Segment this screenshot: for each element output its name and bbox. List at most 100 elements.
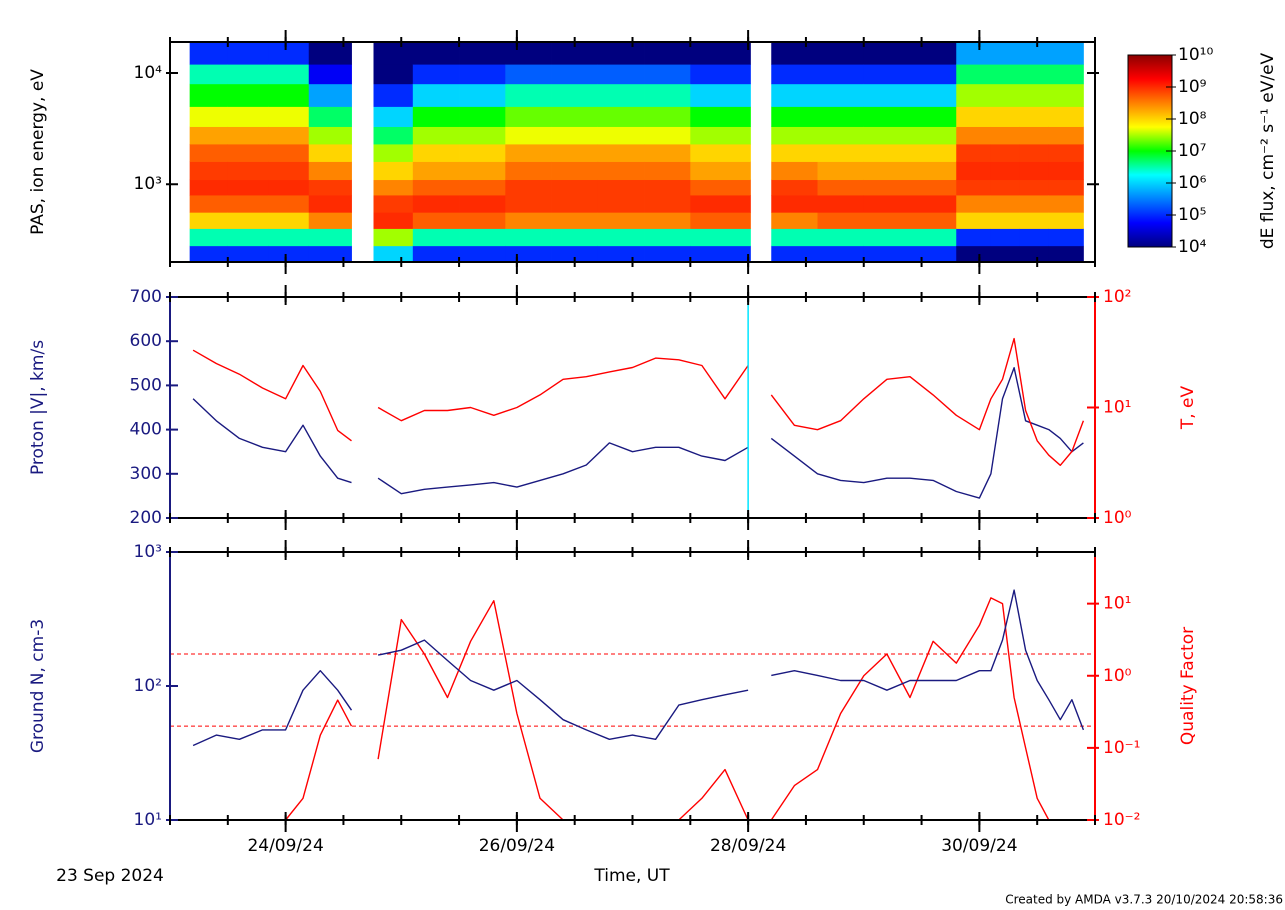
- spectrogram-cell: [956, 106, 992, 127]
- spectrogram-cell: [956, 161, 992, 181]
- spectrogram-cell: [990, 195, 1021, 213]
- spectrogram-cell: [817, 245, 865, 263]
- spectrogram-cell: [459, 42, 506, 65]
- spectrogram-cell: [1019, 195, 1050, 213]
- spectrogram-cell: [597, 64, 645, 85]
- spectrogram-cell: [308, 179, 352, 196]
- spectrogram-cell: [597, 42, 645, 65]
- spectrogram-cell: [412, 245, 460, 263]
- y2-tick-label: 10²: [1103, 287, 1131, 307]
- spectrogram-cell: [373, 106, 414, 127]
- spectrogram-cell: [644, 64, 691, 85]
- spectrogram-cell: [690, 64, 751, 85]
- spectrogram-cell: [1019, 228, 1050, 247]
- spectrogram-cell: [373, 144, 414, 162]
- spectrogram-cell: [373, 245, 414, 263]
- spectrogram-cell: [551, 106, 599, 127]
- spectrogram-cell: [189, 161, 229, 181]
- spectrogram-cell: [956, 179, 992, 196]
- spectrogram-cell: [412, 106, 460, 127]
- spectrogram-cell: [412, 212, 460, 229]
- spectrogram-cell: [189, 195, 229, 213]
- spectrogram-cell: [771, 228, 818, 247]
- spectrogram-cell: [1019, 64, 1050, 85]
- spectrogram-cell: [817, 106, 865, 127]
- spectrogram-cell: [373, 83, 414, 107]
- data-line: [192, 337, 1085, 466]
- spectrogram-cell: [1048, 106, 1084, 127]
- spectrogram-cell: [1019, 106, 1050, 127]
- spectrogram-cell: [644, 161, 691, 181]
- y-tick-label: 500: [130, 375, 162, 395]
- spectrogram-cell: [817, 144, 865, 162]
- spectrogram-cell: [771, 144, 818, 162]
- spectrogram-cell: [459, 161, 506, 181]
- spectrogram-cell: [505, 83, 552, 107]
- spectrogram-cell: [308, 144, 352, 162]
- spectrogram-cell: [412, 179, 460, 196]
- spectrogram-cell: [268, 126, 310, 145]
- spectrogram-cell: [268, 195, 310, 213]
- spectrogram-cell: [412, 83, 460, 107]
- spectrogram-cell: [690, 195, 751, 213]
- spectrogram-cell: [551, 245, 599, 263]
- spectrogram-cell: [189, 42, 229, 65]
- spectrogram-cell: [308, 228, 352, 247]
- spectrogram-cell: [1048, 212, 1084, 229]
- spectrogram-cell: [373, 195, 414, 213]
- spectrogram-cell: [189, 106, 229, 127]
- spectrogram-cell: [771, 83, 818, 107]
- spectrogram-cell: [990, 179, 1021, 196]
- spectrogram-cell: [373, 228, 414, 247]
- spectrogram-cell: [990, 161, 1021, 181]
- spectrogram-cell: [308, 83, 352, 107]
- spectrogram-cell: [956, 83, 992, 107]
- spectrogram-cell: [459, 144, 506, 162]
- spectrogram-cell: [227, 228, 269, 247]
- x-tick-label: 30/09/24: [941, 836, 1017, 856]
- spectrogram-cell: [597, 212, 645, 229]
- spectrogram-cell: [551, 126, 599, 145]
- spectrogram-cell: [597, 179, 645, 196]
- spectrogram-cell: [189, 245, 229, 263]
- spectrogram-cell: [690, 83, 751, 107]
- spectrogram-cell: [505, 64, 552, 85]
- spectrogram-cell: [644, 212, 691, 229]
- spectrogram-cell: [373, 126, 414, 145]
- colorbar: [1127, 54, 1173, 248]
- x-tick-label: 28/09/24: [710, 836, 786, 856]
- spectrogram-cell: [227, 212, 269, 229]
- y2-axis-label: T, eV: [1178, 385, 1198, 430]
- spectrogram-cell: [644, 179, 691, 196]
- y-tick-label: 300: [130, 464, 162, 484]
- x-tick-label: 26/09/24: [479, 836, 555, 856]
- y-tick-label: 700: [130, 287, 162, 307]
- spectrogram-cell: [690, 42, 751, 65]
- spectrogram-cell: [771, 64, 818, 85]
- spectrogram-cell: [1019, 126, 1050, 145]
- spectrogram-cell: [1019, 83, 1050, 107]
- spectrogram-cell: [644, 83, 691, 107]
- spectrogram-cell: [189, 83, 229, 107]
- start-date: 23 Sep 2024: [56, 866, 164, 886]
- spectrogram-cell: [189, 228, 229, 247]
- spectrogram-cell: [189, 64, 229, 85]
- spectrogram-cell: [910, 161, 957, 181]
- spectrogram-cell: [308, 195, 352, 213]
- spectrogram-cell: [863, 228, 911, 247]
- data-line: [192, 367, 1084, 499]
- y2-axis-label: Quality Factor: [1178, 627, 1198, 745]
- spectrogram-cell: [863, 212, 911, 229]
- spectrogram-cell: [597, 195, 645, 213]
- spectrogram-cell: [1048, 83, 1084, 107]
- spectrogram-cell: [910, 245, 957, 263]
- y-tick-label: 10¹: [134, 810, 162, 830]
- spectrogram-cell: [268, 245, 310, 263]
- spectrogram-cell: [771, 42, 818, 65]
- spectrogram-cell: [771, 245, 818, 263]
- spectrogram-cell: [189, 212, 229, 229]
- spectrogram-cell: [1048, 161, 1084, 181]
- data-line: [193, 597, 1084, 821]
- x-tick-label: 24/09/24: [247, 836, 323, 856]
